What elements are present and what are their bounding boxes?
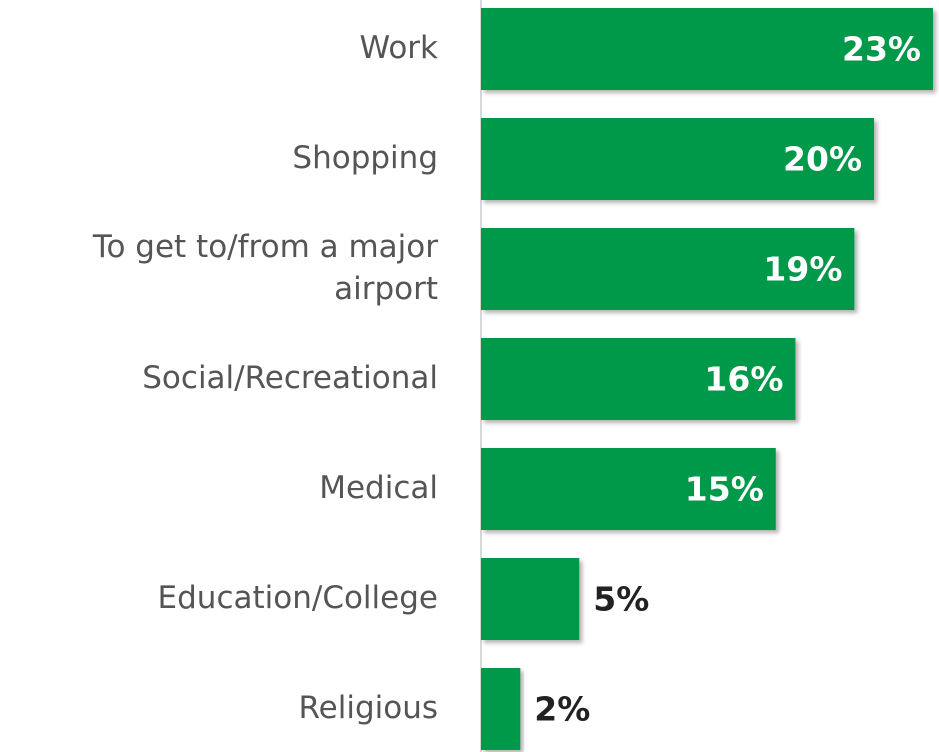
category-label: Social/Recreational <box>142 360 438 396</box>
category-label: Medical <box>319 470 438 506</box>
category-label: Work <box>359 30 439 66</box>
category-label: Shopping <box>292 140 438 176</box>
value-label: 15% <box>685 470 764 509</box>
bar <box>481 448 776 530</box>
bar <box>481 338 796 420</box>
value-label: 23% <box>842 30 921 69</box>
category-label: Education/College <box>157 580 438 616</box>
bar <box>481 8 933 90</box>
bar <box>481 118 875 200</box>
category-label: To get to/from a major airport <box>92 229 438 307</box>
value-label: 2% <box>534 690 590 729</box>
bar <box>481 558 580 640</box>
value-label: 5% <box>593 580 649 619</box>
bar <box>481 668 521 750</box>
value-label: 19% <box>763 250 842 289</box>
value-label: 16% <box>704 360 783 399</box>
category-label: Religious <box>298 690 439 726</box>
value-label: 20% <box>783 140 862 179</box>
bar <box>481 228 855 310</box>
